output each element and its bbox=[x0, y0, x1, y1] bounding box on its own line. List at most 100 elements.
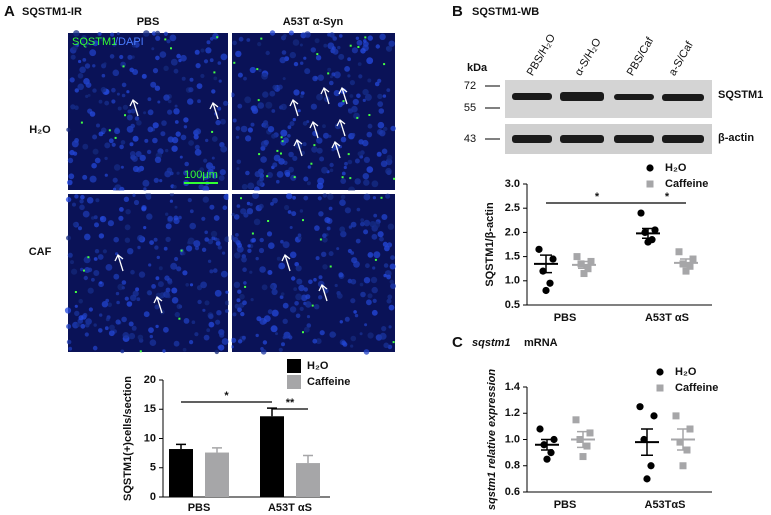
nucleus bbox=[167, 99, 172, 104]
nucleus bbox=[122, 104, 128, 110]
nucleus bbox=[74, 310, 80, 317]
nucleus bbox=[234, 303, 240, 309]
nucleus bbox=[254, 171, 261, 178]
nucleus bbox=[255, 333, 259, 338]
nucleus bbox=[112, 187, 117, 191]
column-label: PBS bbox=[137, 16, 160, 28]
nucleus bbox=[197, 299, 202, 305]
nucleus bbox=[243, 212, 249, 218]
y-tick-label: 20 bbox=[144, 374, 156, 386]
nucleus bbox=[195, 63, 201, 69]
nucleus bbox=[341, 340, 347, 346]
nucleus bbox=[169, 171, 174, 176]
nucleus bbox=[120, 349, 125, 354]
nucleus bbox=[388, 40, 395, 47]
nucleus bbox=[74, 105, 79, 110]
y-tick-label: 1.2 bbox=[505, 407, 520, 419]
nucleus bbox=[208, 321, 215, 328]
nucleus bbox=[347, 57, 351, 62]
nucleus bbox=[207, 238, 214, 245]
nucleus bbox=[206, 40, 211, 45]
point bbox=[572, 416, 580, 424]
nucleus bbox=[202, 173, 209, 180]
nucleus bbox=[121, 316, 127, 323]
nucleus bbox=[119, 144, 124, 150]
nucleus bbox=[163, 326, 169, 333]
nucleus bbox=[308, 279, 313, 285]
nucleus bbox=[100, 86, 107, 93]
nucleus bbox=[367, 293, 373, 299]
puncta bbox=[347, 153, 350, 156]
nucleus bbox=[234, 252, 241, 259]
nucleus bbox=[104, 173, 108, 177]
nucleus bbox=[220, 270, 228, 278]
nucleus bbox=[107, 302, 112, 308]
nucleus bbox=[319, 330, 325, 336]
arrow bbox=[336, 118, 346, 137]
nucleus bbox=[202, 308, 206, 312]
nucleus bbox=[200, 281, 208, 289]
nucleus bbox=[339, 34, 343, 38]
nucleus bbox=[360, 291, 366, 298]
nucleus bbox=[321, 166, 328, 174]
nucleus bbox=[143, 226, 147, 230]
nucleus bbox=[123, 196, 130, 202]
point bbox=[656, 384, 664, 392]
nucleus bbox=[291, 211, 297, 217]
nucleus bbox=[279, 295, 284, 299]
puncta bbox=[108, 129, 111, 132]
arrow bbox=[338, 86, 348, 105]
legend-label: Caffeine bbox=[307, 376, 350, 388]
nucleus bbox=[77, 73, 84, 79]
nucleus bbox=[130, 269, 135, 275]
nucleus bbox=[323, 132, 329, 139]
nucleus bbox=[136, 297, 141, 302]
nucleus bbox=[155, 55, 160, 61]
point bbox=[542, 286, 550, 295]
nucleus bbox=[261, 284, 268, 291]
nucleus bbox=[104, 156, 108, 161]
nucleus bbox=[373, 251, 381, 259]
nucleus bbox=[236, 298, 241, 303]
nucleus bbox=[319, 156, 325, 162]
bar bbox=[260, 416, 284, 497]
nucleus bbox=[102, 249, 107, 254]
nucleus bbox=[329, 162, 334, 168]
nucleus bbox=[289, 226, 293, 229]
nucleus bbox=[359, 282, 364, 287]
nucleus bbox=[269, 284, 274, 289]
nucleus bbox=[305, 294, 311, 300]
nucleus bbox=[235, 50, 242, 58]
x-tick-label: PBS bbox=[554, 312, 577, 324]
nucleus bbox=[94, 157, 101, 164]
nucleus bbox=[99, 281, 103, 285]
nucleus bbox=[377, 121, 385, 129]
nucleus bbox=[204, 300, 210, 306]
nucleus bbox=[159, 51, 167, 58]
nucleus bbox=[207, 168, 214, 176]
nucleus bbox=[214, 349, 219, 355]
x-tick-label: PBS bbox=[188, 502, 211, 514]
row-label: CAF bbox=[29, 246, 52, 258]
point bbox=[546, 279, 554, 287]
puncta bbox=[240, 197, 242, 200]
nucleus bbox=[169, 199, 173, 203]
band-label: β-actin bbox=[718, 132, 754, 144]
nucleus bbox=[64, 307, 72, 314]
puncta bbox=[349, 44, 352, 47]
nucleus bbox=[200, 48, 205, 53]
nucleus bbox=[173, 215, 179, 221]
nucleus bbox=[105, 317, 110, 322]
nucleus bbox=[267, 126, 275, 133]
nucleus bbox=[222, 251, 226, 255]
nucleus bbox=[354, 178, 361, 185]
nucleus bbox=[115, 252, 119, 256]
nucleus bbox=[126, 90, 130, 94]
nucleus bbox=[356, 93, 361, 99]
nucleus bbox=[178, 215, 182, 220]
nucleus bbox=[278, 347, 283, 352]
nucleus bbox=[184, 161, 189, 167]
nucleus bbox=[383, 273, 387, 278]
nucleus bbox=[70, 260, 74, 265]
nucleus bbox=[194, 144, 200, 150]
